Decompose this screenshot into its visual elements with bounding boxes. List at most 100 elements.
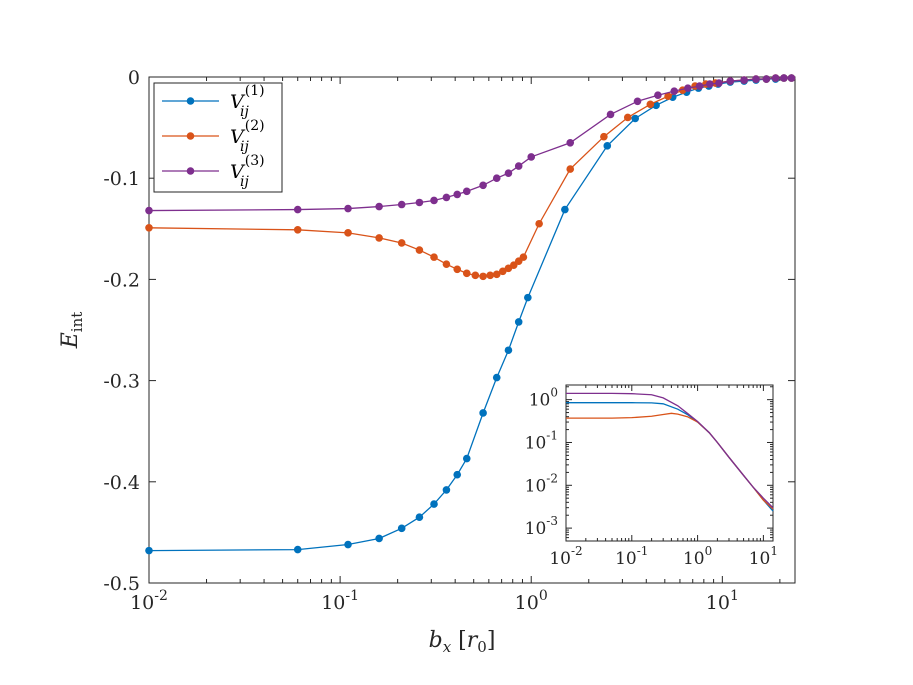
data-point [652, 101, 660, 110]
data-point [623, 113, 632, 122]
inset-ticks [565, 385, 773, 542]
data-point [504, 169, 513, 177]
x-axis-title-unit: r [467, 628, 479, 653]
y-axis-title-base: E [58, 332, 83, 349]
data-point [462, 269, 471, 278]
data-point [486, 271, 494, 280]
legend-marker [186, 132, 195, 140]
data-point [492, 174, 501, 182]
data-point [561, 205, 569, 214]
data-point [430, 196, 438, 205]
data-point [684, 84, 692, 92]
data-point [293, 205, 302, 214]
legend-entry-3: V(3) ij [162, 153, 265, 190]
data-point [415, 513, 424, 522]
data-point [566, 138, 575, 147]
data-point [535, 219, 543, 228]
data-point [462, 454, 471, 463]
data-point [762, 75, 771, 83]
legend-label-3: V(3) ij [230, 153, 265, 190]
inset-y-tick-label-0: 100 [529, 386, 558, 411]
data-point [145, 223, 153, 232]
data-point [375, 202, 383, 211]
y-tick-label-2: -0.2 [103, 269, 140, 291]
data-point [462, 187, 471, 196]
data-point [514, 318, 523, 326]
series-3 [145, 74, 796, 215]
data-point [504, 346, 513, 355]
legend-marker [186, 167, 195, 175]
inset-x-tick-label-2: 100 [683, 544, 712, 569]
inset-x-tick-label-1: 10-1 [615, 544, 648, 569]
data-point [145, 206, 153, 215]
x-tick-label-1: 10-1 [321, 588, 359, 614]
data-point [442, 193, 451, 202]
data-point [145, 546, 153, 555]
data-point [631, 114, 640, 123]
main-series [145, 74, 796, 555]
y-tick-label-0: 0 [128, 67, 140, 89]
data-point [442, 260, 451, 269]
data-point [670, 87, 679, 95]
legend-entry-1: V(1) ij [162, 83, 265, 120]
legend-label-1: V(1) ij [230, 83, 265, 120]
data-point [375, 234, 383, 242]
data-point [430, 500, 438, 508]
main-tick-labels: 10-2 10-1 100 101 0 -0.1 -0.2 -0.3 -0.4 -0.5 [103, 67, 739, 614]
y-axis-title-sub: int [68, 312, 86, 333]
data-point [479, 181, 487, 190]
inset-y-tick-label-2: 10-2 [525, 471, 558, 496]
data-point [606, 110, 615, 119]
data-point [492, 270, 501, 279]
data-point [344, 229, 352, 237]
data-point [479, 272, 487, 281]
data-point [633, 97, 642, 106]
data-point [293, 226, 302, 234]
data-point [498, 267, 507, 276]
y-tick-label-5: -0.5 [103, 573, 140, 595]
x-axis-title-base: b [429, 628, 443, 653]
data-point [603, 142, 612, 150]
data-point [397, 200, 406, 209]
data-point [664, 92, 672, 101]
data-point [695, 82, 704, 90]
data-point [397, 239, 406, 247]
x-axis-title-sub: x [443, 638, 452, 656]
data-point [752, 75, 760, 83]
data-point [780, 74, 788, 82]
data-point [415, 246, 424, 254]
x-axis-title: bx [r0] [429, 628, 496, 656]
data-point [344, 540, 352, 549]
inset-x-tick-label-3: 101 [749, 544, 778, 569]
data-point [430, 253, 438, 261]
data-point [654, 91, 662, 100]
inset-x-tick-label-0: 10-2 [549, 544, 582, 569]
y-tick-label-1: -0.1 [103, 168, 140, 190]
inset-chart: 10-2 10-1 100 101 100 10-1 10-2 10-3 [525, 384, 778, 569]
x-tick-label-3: 101 [706, 588, 739, 614]
legend-label-2: V(2) ij [230, 118, 265, 155]
data-point [442, 486, 451, 494]
data-point [492, 373, 501, 382]
data-point [344, 204, 352, 213]
data-point [646, 100, 655, 109]
main-ticks [148, 76, 795, 584]
inset-series [566, 392, 774, 512]
y-tick-label-4: -0.4 [103, 472, 140, 494]
data-point [527, 153, 536, 161]
data-point [471, 271, 480, 280]
data-point [453, 265, 462, 274]
legend-marker [186, 97, 195, 105]
inset-y-tick-label-3: 10-3 [525, 514, 558, 539]
legend-entry-2: V(2) ij [162, 118, 265, 155]
data-point [453, 190, 462, 199]
y-tick-label-3: -0.3 [103, 371, 140, 393]
data-point [706, 80, 714, 88]
inset-y-tick-label-1: 10-1 [525, 428, 558, 453]
legend-box [153, 82, 283, 193]
data-point [479, 409, 487, 417]
data-point [397, 524, 406, 533]
inset-axes-box [565, 384, 774, 542]
legend: V(1) ijV(2) ijV(3) ij [153, 82, 283, 193]
